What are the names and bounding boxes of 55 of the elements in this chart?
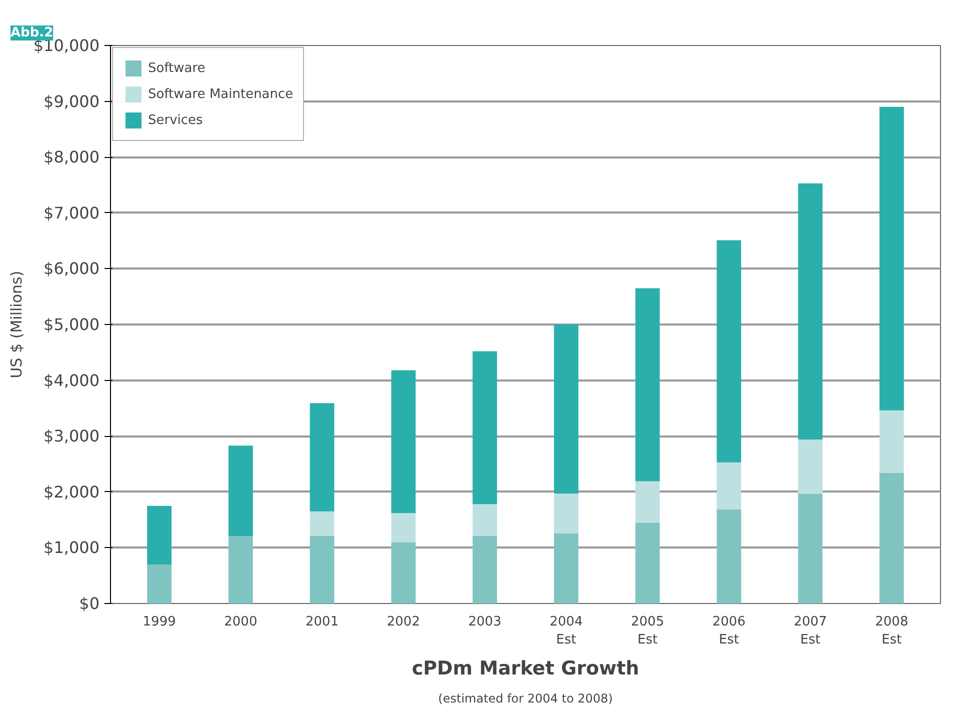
y-tick-label: $5,000 <box>44 315 100 334</box>
bar <box>228 446 253 536</box>
x-tick-label: 2000 <box>224 614 258 630</box>
bar <box>310 403 334 512</box>
bar <box>635 288 660 482</box>
y-tick-label: $8,000 <box>44 148 100 167</box>
bar <box>879 106 904 410</box>
y-tick-label: $6,000 <box>44 259 100 278</box>
x-tick-label: 2008 Est <box>875 614 908 648</box>
bar <box>391 542 416 604</box>
text: (estimated for 2004 to 2008) <box>438 692 613 706</box>
bar <box>716 240 742 462</box>
bar <box>472 536 498 604</box>
y-tick-label: $1,000 <box>44 538 100 558</box>
legend-label: Software <box>148 60 206 76</box>
y-tick-label: $4,000 <box>44 370 100 390</box>
legend-label: Software Maintenance <box>148 86 294 102</box>
bar <box>554 533 578 604</box>
bar <box>472 351 498 504</box>
y-tick-label: $0 <box>79 594 100 613</box>
x-tick-label: 2003 <box>468 614 502 630</box>
bar <box>635 522 660 604</box>
x-tick-label: 2002 <box>386 614 420 630</box>
bar <box>391 513 416 542</box>
y-tick-label: $3,000 <box>44 426 100 446</box>
bar <box>228 536 253 604</box>
y-tick-label: $7,000 <box>44 203 100 222</box>
bar <box>472 504 498 536</box>
bar <box>310 511 334 536</box>
bar <box>554 494 578 534</box>
bar <box>391 370 416 514</box>
bar <box>147 564 172 604</box>
bar <box>554 324 578 494</box>
legend-label: Services <box>148 112 203 128</box>
text: cPDm Market Growth <box>412 658 640 680</box>
x-tick-label: 1999 <box>142 614 176 630</box>
bar <box>716 509 742 604</box>
x-tick-label: 2001 <box>306 614 339 630</box>
bar <box>716 462 742 510</box>
x-tick-label: 2007 Est <box>794 614 827 648</box>
caption: Abb.2 <box>10 26 54 40</box>
y-tick-label: $2,000 <box>44 482 100 502</box>
bar <box>635 481 660 523</box>
bar <box>798 494 823 604</box>
y-tick-label: $9,000 <box>44 92 100 111</box>
bar <box>879 410 904 473</box>
bar <box>147 506 172 564</box>
bar <box>798 183 823 440</box>
x-tick-label: 2006 Est <box>712 614 746 648</box>
x-tick-label: 2005 Est <box>631 614 664 648</box>
bar <box>798 439 823 494</box>
x-tick-label: 2004 Est <box>550 614 583 648</box>
bar <box>310 536 334 604</box>
y-axis-title: US $ (Millions) <box>7 270 26 378</box>
bar <box>879 472 904 604</box>
